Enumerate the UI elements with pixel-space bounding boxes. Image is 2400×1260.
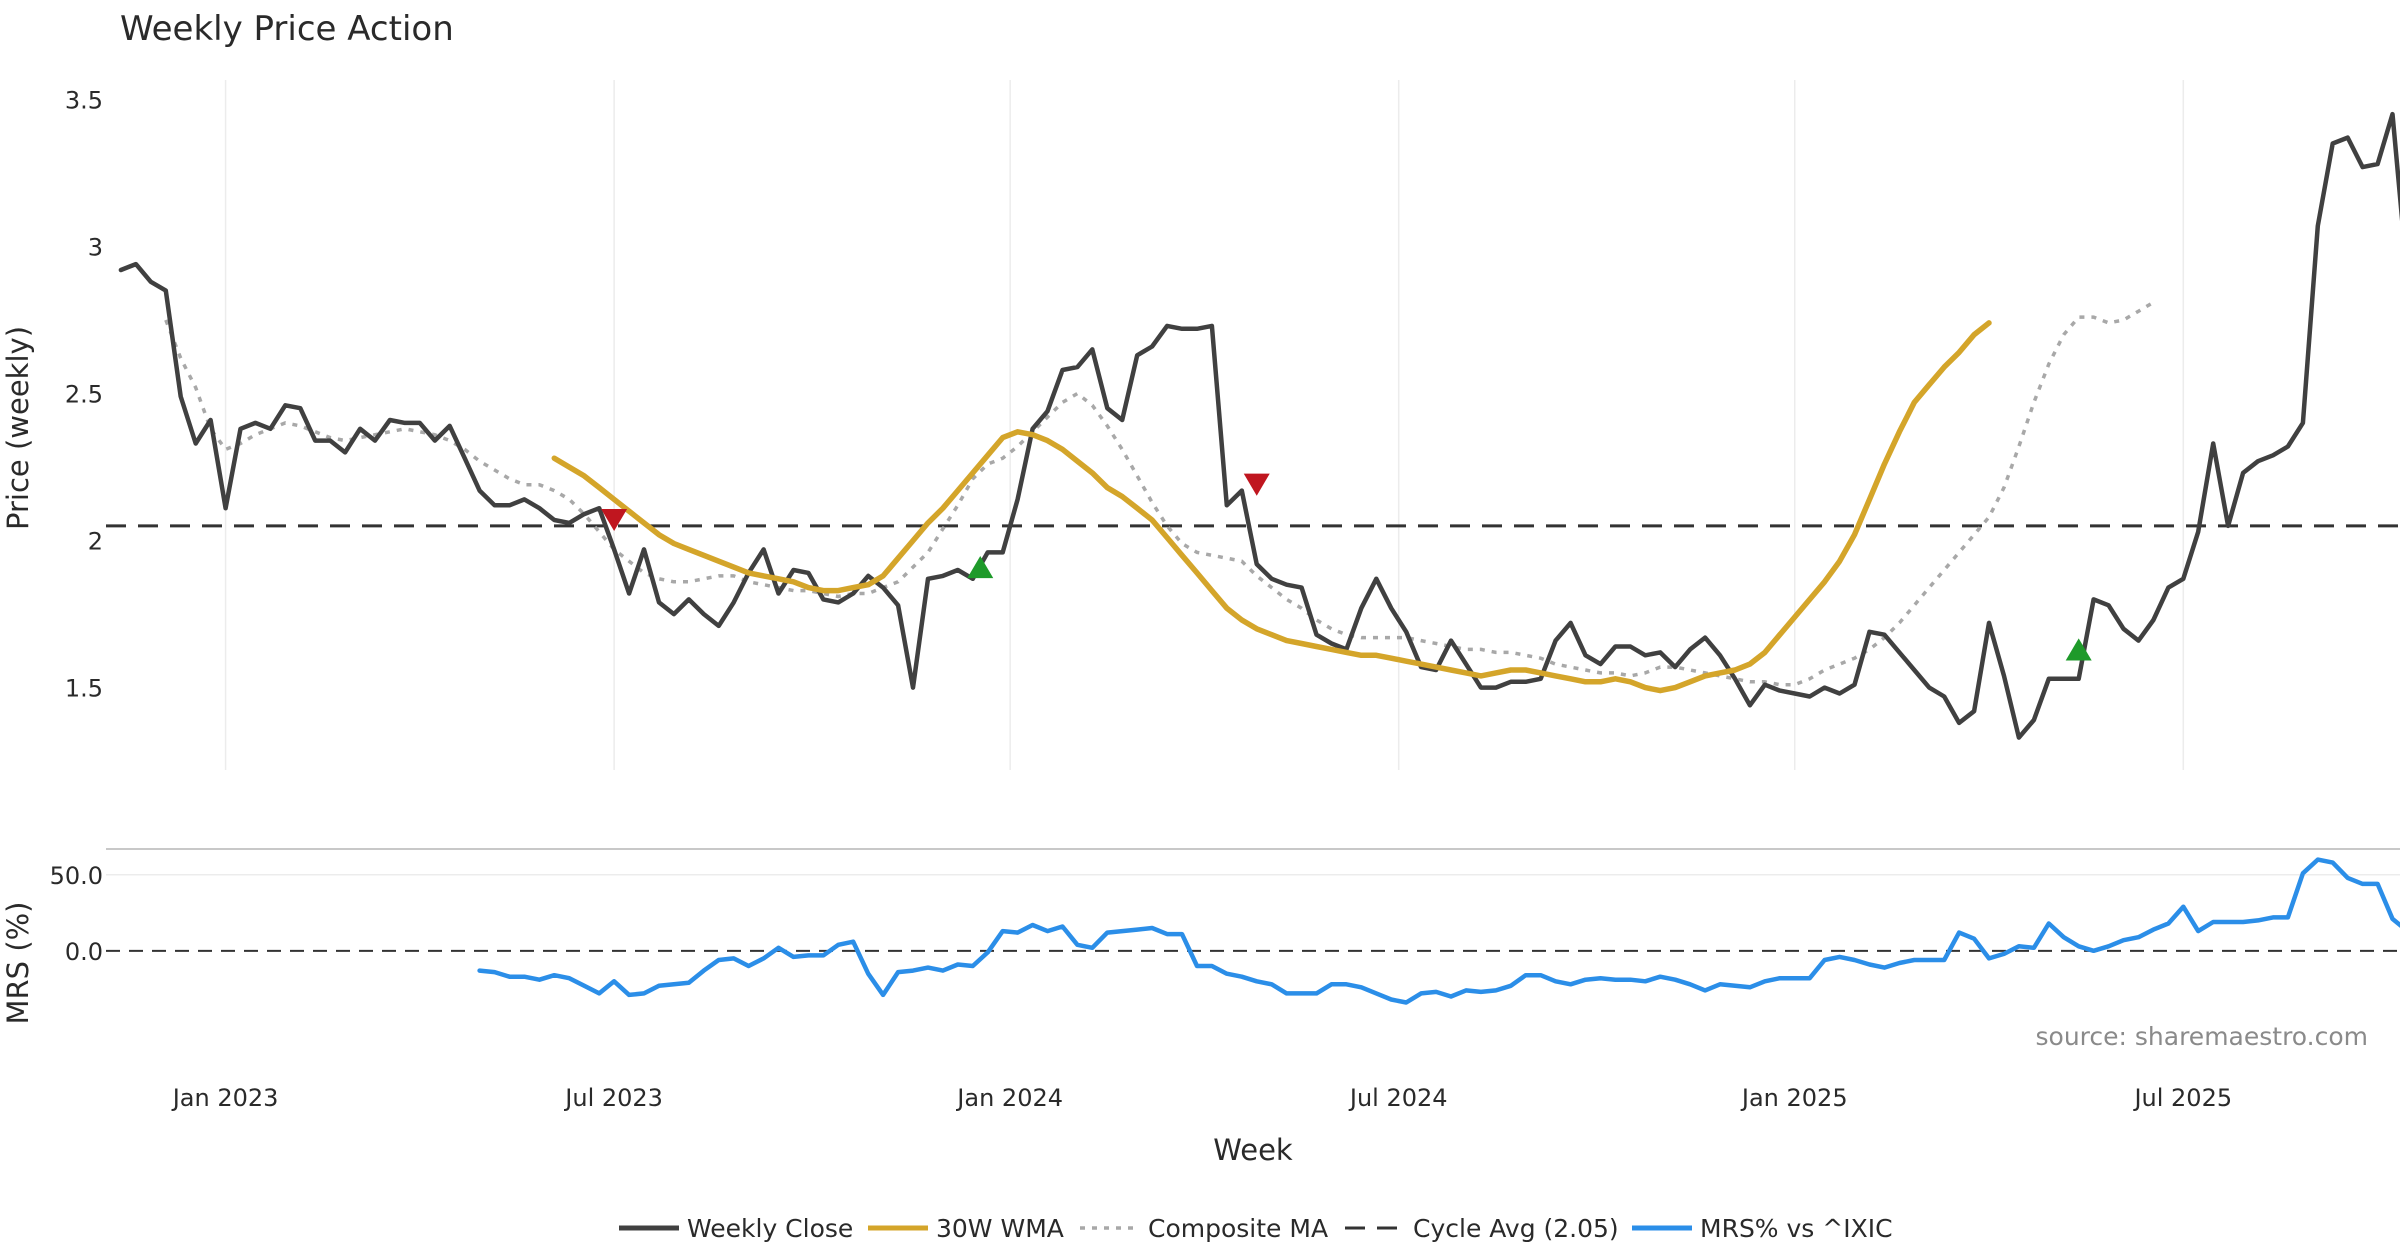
legend-label: Cycle Avg (2.05) <box>1413 1214 1619 1243</box>
legend: Weekly Close 30W WMA Composite MA Cycle Avg… <box>619 1214 1893 1243</box>
series-30w-wma-line <box>551 320 1992 694</box>
series-composite-ma-line <box>164 300 2155 687</box>
x-axis-label: Week <box>1213 1133 1293 1167</box>
x-tick-label: Jul 2025 <box>2132 1084 2232 1112</box>
price-tick-label: 2.5 <box>65 381 103 409</box>
price-tick-label: 3.5 <box>65 86 103 114</box>
source-note: source: sharemaestro.com <box>2036 1022 2369 1051</box>
signal-markers <box>601 473 2092 661</box>
chart-title: Weekly Price Action <box>120 9 454 49</box>
x-tick-label: Jul 2024 <box>1348 1084 1448 1112</box>
mrs-tick-label: 50.0 <box>50 862 103 890</box>
price-tick-label: 2 <box>88 528 103 556</box>
x-tick-label: Jan 2023 <box>171 1084 279 1112</box>
mrs-axis-label: MRS (%) <box>1 902 35 1025</box>
x-tick-labels: Jan 2023 Jul 2023 Jan 2024 Jul 2024 Jan 2025… <box>171 1084 2232 1112</box>
grid-lines <box>106 80 2400 876</box>
legend-label: MRS% vs ^IXIC <box>1700 1214 1893 1243</box>
legend-label: Weekly Close <box>687 1214 853 1243</box>
series-weekly-close-line <box>118 111 2400 740</box>
legend-label: Composite MA <box>1148 1214 1328 1243</box>
buy-signal-marker <box>2065 638 2092 661</box>
legend-label: 30W WMA <box>936 1214 1064 1243</box>
sell-signal-marker <box>1243 473 1270 496</box>
y-tick-labels: 1.5 2 2.5 3 3.5 0.0 50.0 <box>50 86 103 965</box>
sell-signal-marker <box>601 508 628 532</box>
series-layer <box>118 111 2400 1005</box>
x-tick-label: Jan 2025 <box>1740 1084 1848 1112</box>
x-tick-label: Jan 2024 <box>955 1084 1063 1112</box>
buy-signal-marker <box>967 556 994 579</box>
mrs-tick-label: 0.0 <box>65 938 103 966</box>
price-tick-label: 3 <box>88 233 103 261</box>
price-axis-label: Price (weekly) <box>1 326 35 530</box>
price-tick-label: 1.5 <box>65 675 103 703</box>
x-tick-label: Jul 2023 <box>563 1084 663 1112</box>
series-mrs-vs-ixic-line <box>477 857 2400 1005</box>
